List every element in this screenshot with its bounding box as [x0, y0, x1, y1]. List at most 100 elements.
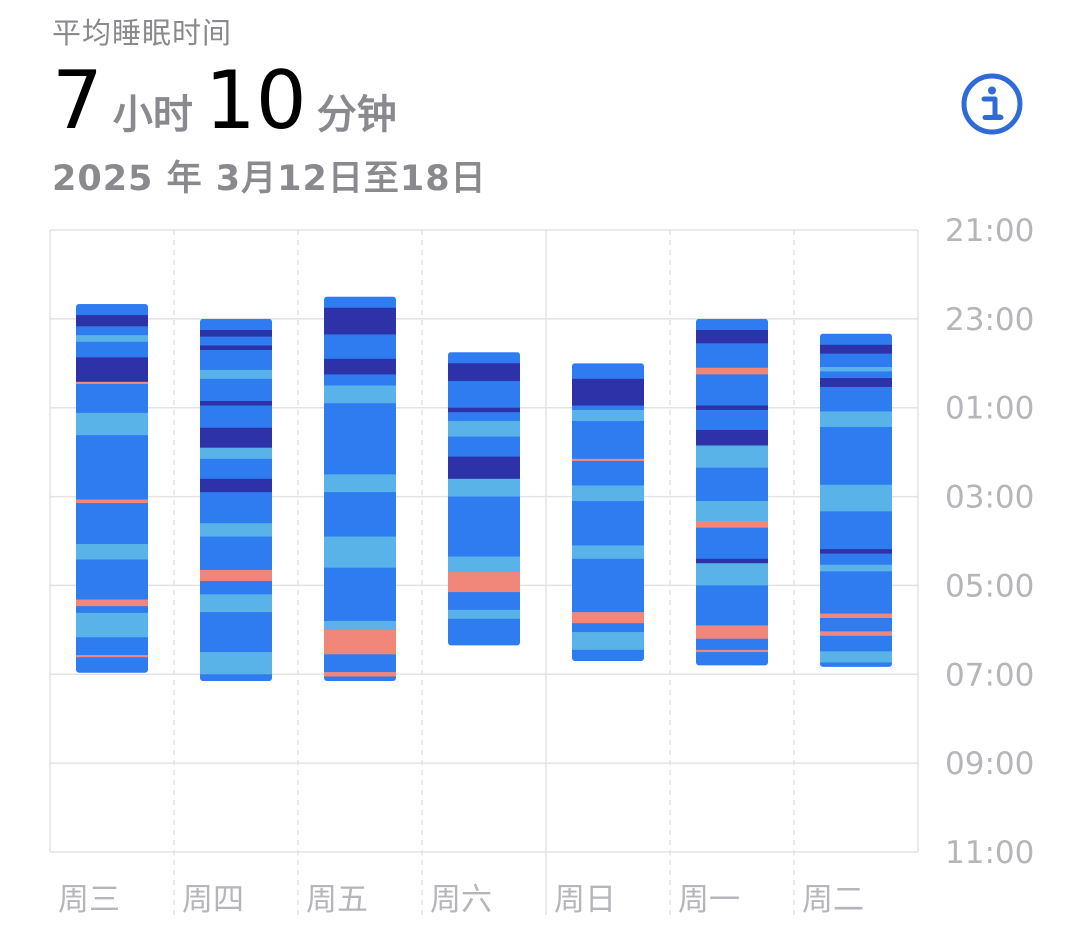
sleep-segment-core — [200, 674, 272, 681]
sleep-segment-core — [324, 567, 396, 622]
sleep-bar-4[interactable] — [448, 352, 520, 646]
sleep-segment-core — [200, 580, 272, 595]
sleep-segment-core — [324, 296, 396, 309]
sleep-segment-deep — [696, 558, 768, 564]
sleep-segment-rem — [572, 409, 644, 422]
sleep-segment-deep — [820, 549, 892, 554]
sleep-segment-core — [76, 559, 148, 600]
sleep-segment-rem — [820, 651, 892, 663]
sleep-segment-awake — [696, 625, 768, 640]
sleep-segment-deep — [200, 401, 272, 406]
sleep-segment-core — [820, 333, 892, 346]
sleep-segment-deep — [200, 345, 272, 351]
sleep-segment-deep — [448, 363, 520, 382]
sleep-bar-1[interactable] — [76, 304, 148, 673]
y-axis-tick-label: 07:00 — [945, 657, 1034, 693]
sleep-segment-rem — [696, 501, 768, 522]
sleep-segment-core — [820, 353, 892, 368]
sleep-segment-rem — [200, 594, 272, 613]
sleep-segment-core — [448, 592, 520, 611]
sleep-segment-rem — [448, 609, 520, 620]
sleep-segment-core — [324, 403, 396, 475]
sleep-segment-core — [200, 536, 272, 571]
average-sleep-summary: 7 小时 10 分钟 — [52, 56, 409, 146]
sleep-segment-core — [696, 585, 768, 626]
sleep-segment-awake — [448, 572, 520, 593]
sleep-segment-core — [76, 503, 148, 545]
sleep-segment-rem — [448, 556, 520, 573]
sleep-segment-deep — [200, 329, 272, 338]
sleep-segment-core — [324, 334, 396, 360]
sleep-bar-2[interactable] — [200, 318, 272, 681]
sleep-segment-deep — [696, 405, 768, 411]
sleep-segment-core — [76, 606, 148, 614]
sleep-segment-deep — [448, 456, 520, 480]
x-axis-day-label: 周一 — [678, 882, 740, 918]
y-axis-tick-label: 09:00 — [945, 746, 1034, 782]
sleep-segment-deep — [324, 307, 396, 335]
sleep-segment-deep — [324, 358, 396, 375]
x-axis-day-label: 周五 — [306, 882, 368, 918]
sleep-segment-core — [820, 618, 892, 632]
y-axis-tick-label: 21:00 — [945, 213, 1034, 249]
date-range: 2025 年 3月12日至18日 — [52, 159, 487, 199]
sleep-segment-core — [76, 435, 148, 500]
x-axis-day-label: 周日 — [554, 882, 616, 918]
sleep-segment-core — [200, 612, 272, 653]
sleep-segment-core — [76, 384, 148, 414]
sleep-segment-core — [324, 374, 396, 386]
sleep-segment-rem — [76, 543, 148, 560]
sleep-segment-core — [820, 662, 892, 667]
sleep-segment-rem — [448, 478, 520, 497]
sleep-segment-awake — [76, 381, 148, 385]
sleep-segment-core — [572, 363, 644, 380]
sleep-segment-rem — [820, 564, 892, 572]
sleep-segment-core — [572, 558, 644, 613]
sleep-segment-awake — [696, 367, 768, 375]
sleep-segment-core — [572, 623, 644, 633]
sleep-segment-core — [820, 553, 892, 566]
sleep-segment-core — [820, 511, 892, 550]
info-circle-icon — [961, 73, 1023, 135]
sleep-segment-core — [696, 638, 768, 651]
sleep-segment-rem — [820, 484, 892, 512]
sleep-segment-awake — [324, 672, 396, 677]
sleep-segment-core — [448, 412, 520, 422]
sleep-segment-awake — [76, 499, 148, 504]
hours-unit: 小时 — [112, 92, 193, 138]
y-axis-tick-label: 11:00 — [945, 835, 1034, 871]
sleep-segment-deep — [76, 357, 148, 383]
sleep-segment-deep — [76, 315, 148, 327]
sleep-segment-core — [820, 571, 892, 614]
sleep-segment-core — [696, 374, 768, 406]
sleep-segment-core — [820, 386, 892, 412]
sleep-segment-rem — [448, 421, 520, 437]
sleep-segment-rem — [200, 523, 272, 537]
x-axis-day-label: 周四 — [182, 882, 244, 918]
sleep-segment-core — [820, 635, 892, 652]
sleep-segment-awake — [324, 629, 396, 655]
section-title: 平均睡眠时间 — [52, 16, 233, 50]
minutes-value: 10 — [204, 54, 307, 147]
sleep-bar-3[interactable] — [324, 296, 396, 682]
sleep-segment-awake — [696, 649, 768, 653]
sleep-bar-7[interactable] — [820, 333, 892, 668]
sleep-segment-core — [572, 461, 644, 486]
info-button[interactable] — [960, 72, 1024, 136]
sleep-segment-core — [200, 378, 272, 402]
sleep-segment-core — [76, 657, 148, 673]
sleep-bar-6[interactable] — [696, 318, 768, 666]
sleep-segment-deep — [696, 429, 768, 446]
sleep-segment-rem — [200, 447, 272, 460]
sleep-segment-rem — [76, 412, 148, 436]
sleep-segment-rem — [572, 545, 644, 560]
sleep-segment-core — [448, 618, 520, 646]
sleep-segment-core — [324, 654, 396, 673]
sleep-segment-core — [696, 467, 768, 502]
sleep-bar-5[interactable] — [572, 363, 644, 661]
sleep-segment-rem — [76, 335, 148, 343]
sleep-segment-awake — [820, 631, 892, 637]
sleep-segment-core — [696, 527, 768, 560]
minutes-unit: 分钟 — [316, 92, 397, 138]
